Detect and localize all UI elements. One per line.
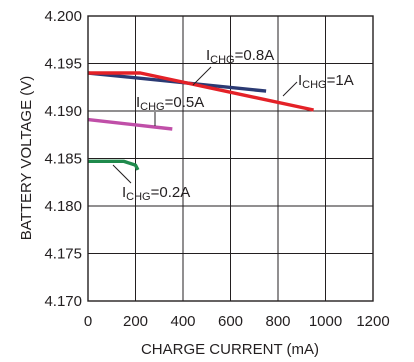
x-tick-label: 1200: [356, 313, 389, 330]
series-label-1: ICHG=0.5A: [136, 94, 204, 113]
x-tick-label: 400: [170, 313, 195, 330]
series-label-0: ICHG=0.2A: [122, 184, 190, 203]
y-axis-title: BATTERY VOLTAGE (V): [18, 76, 35, 240]
x-tick-labels: 0 200 400 600 800 1000 1200: [84, 313, 390, 330]
x-tick-label: 800: [265, 313, 290, 330]
y-tick-label: 4.185: [44, 151, 82, 168]
x-tick-label: 200: [123, 313, 148, 330]
y-tick-labels: 4.170 4.175 4.180 4.185 4.190 4.195 4.200: [44, 8, 82, 310]
y-tick-label: 4.170: [44, 293, 82, 310]
series-layer: [87, 71, 314, 171]
grid: [88, 16, 373, 301]
series-line-3: [88, 71, 314, 112]
y-tick-label: 4.190: [44, 103, 82, 120]
series-label-leader: [282, 81, 298, 97]
y-tick-label: 4.175: [44, 246, 82, 263]
y-tick-label: 4.195: [44, 56, 82, 73]
plot-frame: [87, 15, 374, 302]
series-label-leader: [112, 164, 132, 184]
series-label-3: ICHG=1A: [298, 72, 354, 91]
series-line-0: [88, 159, 140, 171]
series-label-leader: [192, 66, 212, 86]
y-tick-label: 4.180: [44, 198, 82, 215]
series-labels: ICHG=0.2A ICHG=0.5A ICHG=0.8A ICHG=1A: [112, 47, 354, 203]
x-tick-label: 600: [218, 313, 243, 330]
x-tick-label: 0: [84, 313, 92, 330]
x-tick-label: 1000: [309, 313, 342, 330]
series-label-2: ICHG=0.8A: [206, 47, 274, 66]
y-tick-label: 4.200: [44, 8, 82, 25]
series-line-1: [87, 117, 173, 131]
x-axis-title: CHARGE CURRENT (mA): [141, 341, 319, 358]
